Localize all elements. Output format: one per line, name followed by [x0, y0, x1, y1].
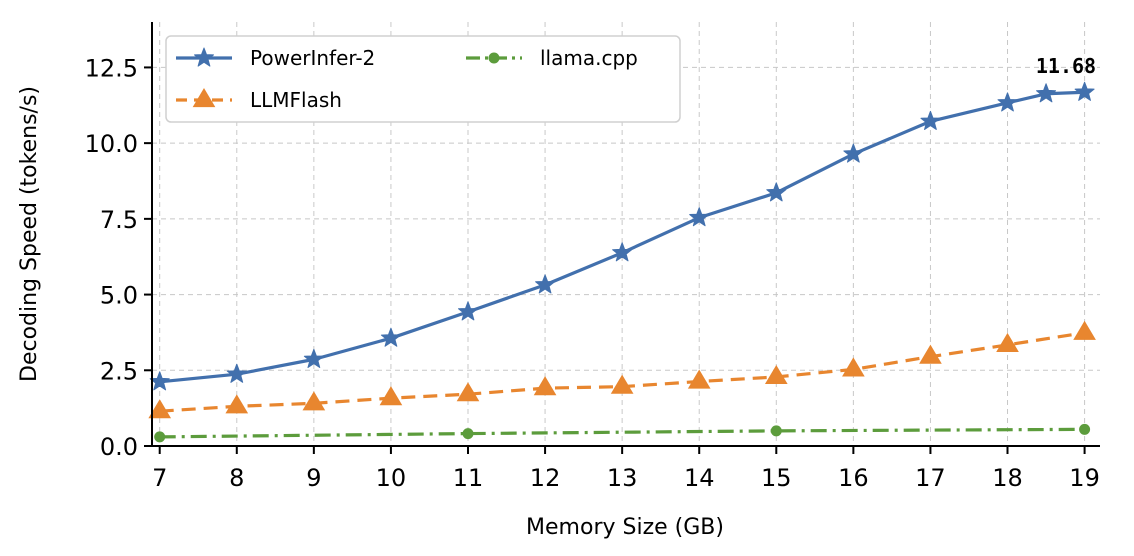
- series-llmflash: [148, 320, 1096, 419]
- powerinfer-2-point: [149, 371, 170, 391]
- legend-marker-llmflash: [192, 88, 216, 108]
- y-tick-label: 2.5: [100, 357, 138, 385]
- legend-item-llmflash: LLMFlash: [176, 88, 342, 112]
- legend-marker-powerinfer-2: [193, 47, 215, 67]
- llmflash-line: [159, 331, 1085, 413]
- powerinfer-2-point: [997, 92, 1018, 112]
- powerinfer-2-point: [380, 327, 401, 347]
- llmflash-point: [225, 394, 249, 414]
- y-tick-label: 12.5: [85, 54, 138, 82]
- powerinfer-2-point: [303, 348, 324, 368]
- llmflash-point: [1073, 320, 1096, 340]
- powerinfer-2-point: [612, 242, 633, 262]
- x-tick-label: 7: [152, 464, 167, 492]
- x-tick-label: 17: [915, 464, 946, 492]
- powerinfer-2-point: [766, 182, 787, 202]
- x-tick-label: 12: [530, 464, 561, 492]
- powerinfer-2-point: [226, 363, 247, 383]
- x-tick-label: 8: [229, 464, 244, 492]
- powerinfer-2-point: [535, 274, 556, 294]
- tick-labels: 7 8 9 10 11 12 13 14 15 16 17 18 19 0.0 2.5 5.0 7.5 10.0 1…: [85, 54, 1100, 492]
- x-tick-label: 19: [1069, 464, 1100, 492]
- y-axis-label: Decoding Speed (tokens/s): [17, 86, 42, 382]
- x-tick-label: 9: [306, 464, 321, 492]
- x-tick-label: 15: [761, 464, 792, 492]
- powerinfer-2-point: [1074, 81, 1095, 101]
- series-powerinfer-2: [149, 81, 1095, 391]
- legend: PowerInfer-2 LLMFlash llama.cpp: [165, 35, 681, 123]
- tick-marks: [144, 66, 1086, 454]
- llmflash-point: [764, 364, 788, 385]
- y-tick-label: 0.0: [100, 433, 138, 461]
- llmflash-point: [533, 376, 557, 396]
- legend-item-powerinfer-2: PowerInfer-2: [176, 46, 375, 70]
- x-tick-label: 18: [992, 464, 1023, 492]
- llmflash-point: [148, 399, 172, 419]
- llmflash-point: [919, 344, 942, 364]
- llmflash-point: [996, 332, 1019, 352]
- x-tick-label: 13: [607, 464, 638, 492]
- x-tick-label: 10: [376, 464, 407, 492]
- powerinfer-2-point: [689, 207, 710, 227]
- y-tick-label: 5.0: [100, 282, 138, 310]
- series-llama-cpp: [154, 423, 1091, 443]
- llmflash-point: [842, 357, 865, 377]
- legend-box: [165, 35, 681, 123]
- llama-cpp-point: [770, 425, 782, 437]
- llmflash-point: [687, 369, 711, 389]
- y-tick-label: 10.0: [85, 130, 138, 158]
- x-axis-label: Memory Size (GB): [526, 515, 724, 540]
- llama-cpp-point: [154, 431, 166, 443]
- llama-cpp-point: [1079, 423, 1091, 435]
- powerinfer-2-point: [457, 301, 479, 321]
- legend-marker-llama-cpp: [488, 52, 500, 64]
- x-tick-label: 14: [684, 464, 715, 492]
- llmflash-point: [302, 391, 326, 411]
- legend-label-llama-cpp: llama.cpp: [540, 46, 638, 70]
- legend-label-llmflash: LLMFlash: [250, 88, 342, 112]
- legend-item-llama-cpp: llama.cpp: [466, 46, 638, 70]
- llama-cpp-point: [462, 428, 474, 440]
- powerinfer-2-point: [920, 110, 941, 130]
- llmflash-point: [456, 382, 480, 402]
- axes: [151, 22, 1100, 447]
- llmflash-point: [610, 374, 634, 394]
- x-tick-label: 16: [838, 464, 869, 492]
- annotation-11-68: 11.68: [1036, 54, 1096, 78]
- legend-label-powerinfer-2: PowerInfer-2: [250, 46, 375, 70]
- series-layer: [148, 81, 1096, 443]
- powerinfer-2-point: [843, 143, 864, 163]
- llmflash-point: [379, 386, 403, 406]
- powerinfer-2-line: [159, 90, 1085, 384]
- x-tick-label: 11: [453, 464, 484, 492]
- y-tick-label: 7.5: [100, 206, 138, 234]
- powerinfer-2-point: [1036, 83, 1057, 103]
